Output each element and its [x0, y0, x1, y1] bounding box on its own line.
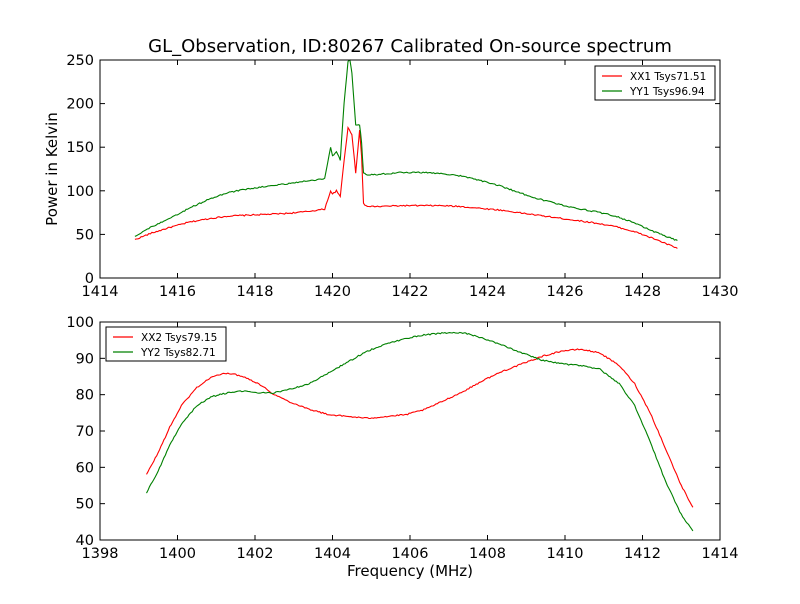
bottom-chart: 1398 1400 1402 1404 1406 1408 1410 1412 1414 40 50… [66, 315, 738, 580]
y-tick-label: 90 [76, 351, 94, 367]
x-tick-label: 1402 [237, 546, 274, 562]
y-tick-label: 70 [76, 424, 94, 440]
legend-label: XX1 Tsys71.51 [630, 71, 706, 83]
y-tick-label: 50 [76, 227, 94, 243]
x-tick-label: 1414 [702, 546, 739, 562]
y-tick-label: 0 [85, 271, 94, 287]
x-tick-label: 1414 [82, 284, 119, 300]
series-line-1 [134, 126, 678, 249]
y-tick-label: 50 [76, 497, 94, 513]
series-line-1 [146, 348, 694, 508]
x-axis-label: Frequency (MHz) [347, 562, 473, 580]
x-tick-label: 1398 [82, 546, 119, 562]
x-tick-label: 1404 [314, 546, 351, 562]
legend: XX2 Tsys79.15 YY2 Tsys82.71 [105, 326, 227, 362]
y-tick-label: 100 [66, 184, 94, 200]
y-tick-label: 60 [76, 460, 94, 476]
x-tick-label: 1400 [159, 546, 196, 562]
legend-label: YY1 Tsys96.94 [629, 86, 705, 98]
y-tick-label: 150 [66, 140, 94, 156]
y-tick-label: 80 [76, 388, 94, 404]
x-tick-label: 1412 [624, 546, 661, 562]
y-tick-label: 250 [66, 53, 94, 69]
x-tick-label: 1426 [547, 284, 584, 300]
x-tick-label: 1430 [702, 284, 739, 300]
legend-label: XX2 Tsys79.15 [141, 332, 217, 344]
legend-box [594, 65, 716, 101]
x-tick-label: 1416 [159, 284, 196, 300]
series-line-2 [134, 59, 678, 241]
x-tick-label: 1420 [314, 284, 351, 300]
y-tick-label: 100 [66, 315, 94, 331]
x-tick-label: 1428 [624, 284, 661, 300]
x-tick-label: 1424 [469, 284, 506, 300]
y-tick-label: 200 [66, 97, 94, 113]
x-tick-label: 1418 [237, 284, 274, 300]
legend-label: YY2 Tsys82.71 [140, 347, 216, 359]
top-chart: 1414 1416 1418 1420 1422 1424 1426 1428 1430 0 50 1… [43, 53, 738, 300]
legend: XX1 Tsys71.51 YY1 Tsys96.94 [594, 65, 716, 101]
series-line-2 [146, 331, 694, 532]
x-tick-label: 1422 [392, 284, 429, 300]
y-tick-label: 40 [76, 533, 94, 549]
figure-title: GL_Observation, ID:80267 Calibrated On-s… [148, 36, 672, 57]
x-tick-label: 1408 [469, 546, 506, 562]
legend-box [105, 326, 227, 362]
y-axis-label: Power in Kelvin [43, 112, 61, 226]
x-tick-label: 1406 [392, 546, 429, 562]
x-tick-label: 1410 [547, 546, 584, 562]
